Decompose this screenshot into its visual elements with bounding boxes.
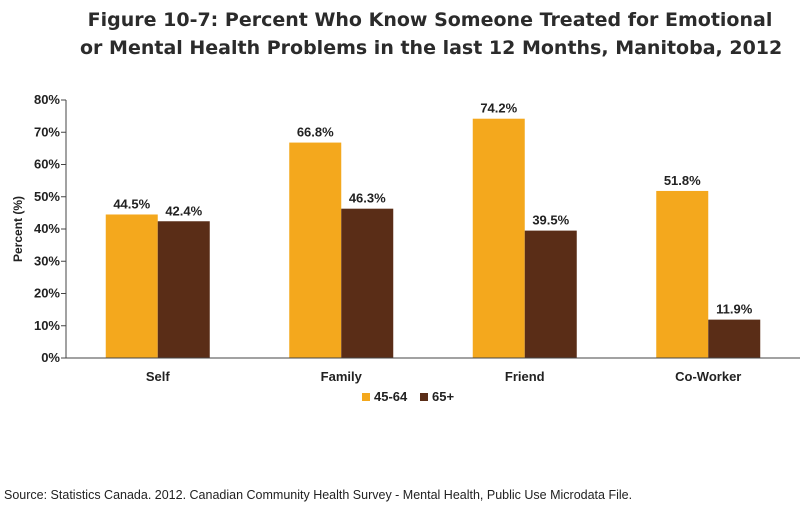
- y-tick-label: 30%: [34, 253, 60, 268]
- x-tick-label: Self: [146, 369, 171, 384]
- data-label: 51.8%: [664, 173, 701, 188]
- legend-swatch: [362, 393, 370, 401]
- y-tick-label: 40%: [34, 221, 60, 236]
- bar-65+-Co-Worker: [708, 320, 760, 358]
- x-tick-label: Co-Worker: [675, 369, 741, 384]
- x-axis: Self Family Friend Co-Worker: [66, 358, 800, 384]
- bar-45-64-Co-Worker: [656, 191, 708, 358]
- y-axis-title: Percent (%): [11, 196, 25, 262]
- legend-swatch: [420, 393, 428, 401]
- data-label: 11.9%: [716, 302, 753, 317]
- bar-65+-Family: [341, 209, 393, 358]
- bar-65+-Friend: [525, 231, 577, 358]
- y-axis: 0% 10% 20% 30% 40% 50% 60% 70% 80%: [34, 92, 66, 365]
- bar-45-64-Family: [289, 143, 341, 358]
- bar-chart: 0% 10% 20% 30% 40% 50% 60% 70% 80% 44.5% 42.4% 66.…: [0, 0, 800, 480]
- y-tick-label: 60%: [34, 157, 60, 172]
- source-note: Source: Statistics Canada. 2012. Canadia…: [4, 488, 632, 502]
- bars: [106, 119, 761, 358]
- data-label: 44.5%: [113, 196, 150, 211]
- data-label: 42.4%: [165, 203, 202, 218]
- bar-45-64-Friend: [473, 119, 525, 358]
- legend: 45-64 65+: [362, 389, 454, 404]
- y-tick-label: 50%: [34, 189, 60, 204]
- y-tick-label: 20%: [34, 286, 60, 301]
- y-tick-label: 70%: [34, 124, 60, 139]
- y-tick-label: 10%: [34, 318, 60, 333]
- bar-65+-Self: [158, 221, 210, 358]
- x-tick-label: Friend: [505, 369, 545, 384]
- bar-45-64-Self: [106, 214, 158, 358]
- y-tick-label: 80%: [34, 92, 60, 107]
- data-label: 74.2%: [480, 101, 517, 116]
- y-tick-label: 0%: [41, 350, 60, 365]
- data-label: 66.8%: [297, 125, 334, 140]
- data-label: 46.3%: [349, 191, 386, 206]
- data-label: 39.5%: [532, 213, 569, 228]
- x-tick-label: Family: [321, 369, 363, 384]
- legend-label: 65+: [432, 389, 454, 404]
- legend-label: 45-64: [374, 389, 408, 404]
